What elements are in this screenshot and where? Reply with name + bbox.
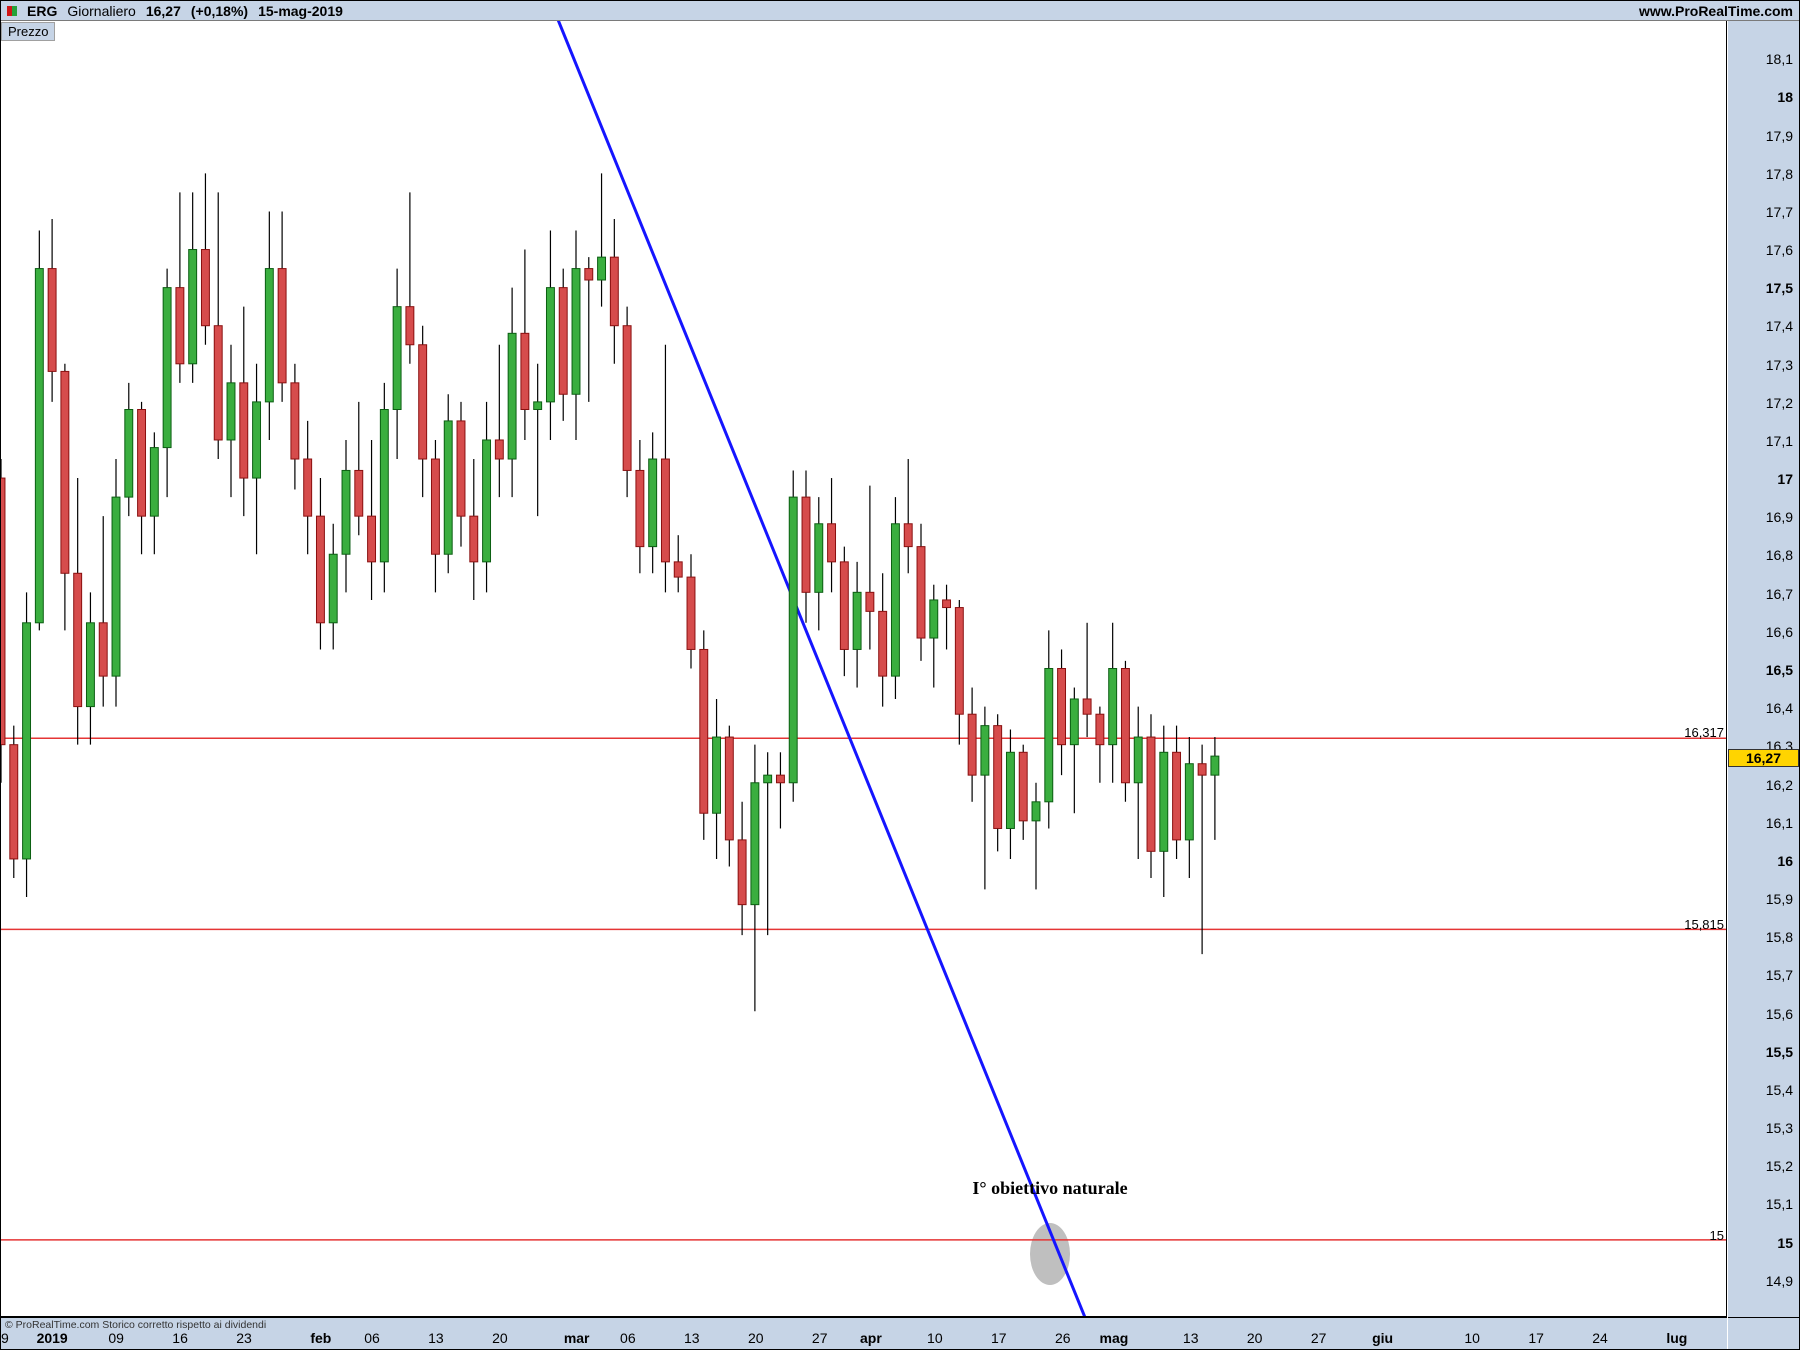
timeframe: Giornaliero <box>67 3 135 19</box>
y-tick: 16,2 <box>1766 777 1793 793</box>
y-tick: 15,2 <box>1766 1158 1793 1174</box>
y-tick: 15,6 <box>1766 1006 1793 1022</box>
x-tick: 26 <box>1055 1330 1071 1346</box>
ticker: ERG <box>27 3 57 19</box>
x-tick: 23 <box>236 1330 252 1346</box>
y-tick: 17 <box>1777 471 1793 487</box>
y-axis: 18,1 18 17,9 17,8 17,7 17,6 17,5 17,4 17,3 17,2 17… <box>1728 21 1799 1317</box>
y-tick: 15,8 <box>1766 929 1793 945</box>
date: 15-mag-2019 <box>258 3 343 19</box>
y-tick: 15,3 <box>1766 1120 1793 1136</box>
x-tick: feb <box>310 1330 331 1346</box>
y-tick: 17,9 <box>1766 128 1793 144</box>
last-price: 16,27 <box>146 3 181 19</box>
y-tick: 15,5 <box>1766 1044 1793 1060</box>
y-tick: 16,6 <box>1766 624 1793 640</box>
y-tick: 18 <box>1777 89 1793 105</box>
y-tick: 15,9 <box>1766 891 1793 907</box>
x-tick: 13 <box>428 1330 444 1346</box>
plot-area[interactable]: I° obiettivo naturale 16,317 15,815 15 <box>1 21 1727 1317</box>
y-tick: 16,7 <box>1766 586 1793 602</box>
y-tick: 15,7 <box>1766 967 1793 983</box>
x-tick: 20 <box>748 1330 764 1346</box>
hline-label: 15,815 <box>1684 917 1724 932</box>
top-bar: ERG Giornaliero 16,27 (+0,18%) 15-mag-20… <box>1 1 1799 21</box>
x-tick: 24 <box>1592 1330 1608 1346</box>
x-tick: 13 <box>1183 1330 1199 1346</box>
x-tick: 27 <box>812 1330 828 1346</box>
x-tick: 2019 <box>37 1330 68 1346</box>
y-tick: 17,8 <box>1766 166 1793 182</box>
x-tick: 06 <box>364 1330 380 1346</box>
x-tick: 19 <box>1 1330 9 1346</box>
y-tick: 17,6 <box>1766 242 1793 258</box>
y-tick: 16 <box>1777 853 1793 869</box>
x-tick: mar <box>564 1330 590 1346</box>
x-tick: 06 <box>620 1330 636 1346</box>
axis-corner <box>1728 1317 1799 1349</box>
y-tick: 17,7 <box>1766 204 1793 220</box>
ticker-icon <box>7 6 17 16</box>
y-tick: 14,9 <box>1766 1273 1793 1289</box>
y-tick: 17,1 <box>1766 433 1793 449</box>
y-tick: 16,4 <box>1766 700 1793 716</box>
y-tick: 15,1 <box>1766 1196 1793 1212</box>
change: (+0,18%) <box>191 3 248 19</box>
x-tick: 17 <box>1528 1330 1544 1346</box>
y-tick: 16,8 <box>1766 547 1793 563</box>
y-tick: 17,2 <box>1766 395 1793 411</box>
x-tick: 17 <box>991 1330 1007 1346</box>
plot-svg <box>1 21 1726 1316</box>
y-tick: 16,5 <box>1766 662 1793 678</box>
x-tick: 16 <box>172 1330 188 1346</box>
hline-label: 15 <box>1710 1228 1724 1243</box>
y-tick: 18,1 <box>1766 51 1793 67</box>
x-tick: apr <box>860 1330 882 1346</box>
x-tick: 13 <box>684 1330 700 1346</box>
x-tick: 20 <box>492 1330 508 1346</box>
y-tick: 16,9 <box>1766 509 1793 525</box>
y-tick: 17,3 <box>1766 357 1793 373</box>
x-tick: 10 <box>1464 1330 1480 1346</box>
annotation-text: I° obiettivo naturale <box>972 1178 1127 1199</box>
price-marker: 16,27 <box>1728 749 1799 767</box>
y-tick: 16,1 <box>1766 815 1793 831</box>
x-tick: 10 <box>927 1330 943 1346</box>
x-axis: © ProRealTime.com Storico corretto rispe… <box>1 1317 1727 1349</box>
y-tick: 17,5 <box>1766 280 1793 296</box>
brand: www.ProRealTime.com <box>1639 3 1793 19</box>
y-tick: 17,4 <box>1766 318 1793 334</box>
y-tick: 15 <box>1777 1235 1793 1251</box>
x-tick: mag <box>1100 1330 1129 1346</box>
x-tick: lug <box>1666 1330 1687 1346</box>
x-tick: 09 <box>108 1330 124 1346</box>
x-tick: 20 <box>1247 1330 1263 1346</box>
hline-label: 16,317 <box>1684 725 1724 740</box>
chart-root: ERG Giornaliero 16,27 (+0,18%) 15-mag-20… <box>0 0 1800 1350</box>
x-tick: 27 <box>1311 1330 1327 1346</box>
y-tick: 15,4 <box>1766 1082 1793 1098</box>
x-tick: giu <box>1372 1330 1393 1346</box>
